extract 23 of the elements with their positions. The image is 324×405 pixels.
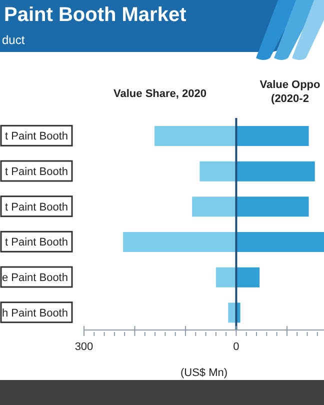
bar (216, 267, 236, 288)
y-tick-label: e Paint Booth (2, 272, 68, 284)
bar (236, 232, 324, 252)
chart-title: Paint Booth Market (4, 4, 186, 27)
bar (236, 126, 309, 146)
y-tick-label: h Paint Booth (2, 307, 68, 320)
bar (154, 126, 236, 146)
bar (192, 196, 236, 217)
text: Value Share, 2020 (112, 88, 208, 100)
y-tick-label: t Paint Booth (5, 166, 68, 178)
bar (236, 161, 315, 182)
y-tick-label: t Paint Booth (5, 236, 68, 249)
x-axis-title: (US$ Mn) (180, 367, 228, 379)
bar (236, 267, 260, 288)
bar (236, 196, 309, 217)
series-label: Value Oppo (2020-2 (258, 78, 322, 106)
y-tick-label: t Paint Booth (5, 130, 68, 143)
bar (200, 161, 236, 182)
chart-subtitle: duct (2, 33, 25, 47)
bar (123, 232, 236, 252)
y-tick-label: t Paint Booth (5, 201, 68, 214)
x-tick-label: 300 (74, 341, 94, 353)
x-tick-label: 0 (233, 341, 240, 353)
